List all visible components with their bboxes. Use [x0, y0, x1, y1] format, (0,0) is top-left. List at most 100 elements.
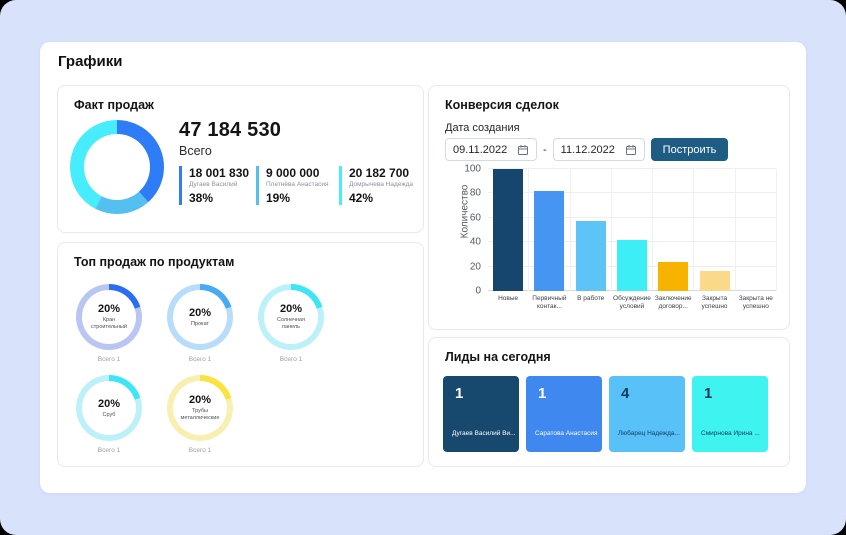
date-from-input[interactable]: 09.11.2022 — [445, 138, 537, 161]
lead-name: Любарец Надежда... — [618, 430, 680, 437]
x-tick-label: Заключение договор... — [654, 295, 692, 311]
x-tick-label: Первичный контак... — [532, 295, 567, 311]
bar-column: В работе — [569, 169, 611, 302]
bar — [493, 169, 524, 291]
y-tick-label: 0 — [475, 285, 481, 297]
bar-column: Заключение договор... — [652, 169, 693, 310]
product-donut-chart: 20% Сруб — [76, 375, 142, 441]
date-created-label: Дата создания — [445, 122, 520, 134]
leads-title: Лиды на сегодня — [445, 350, 551, 364]
panel-fact-sales: Факт продаж 47 184 530 Всего 18 001 830 … — [57, 85, 424, 233]
build-button[interactable]: Построить — [650, 138, 729, 161]
fact-total-label: Всего — [179, 144, 212, 158]
donut-hole: 20% Солнечная панель — [264, 290, 318, 344]
panel-conversion: Конверсия сделок Дата создания 09.11.202… — [428, 85, 790, 330]
stat-name: Дугаев Василий — [189, 181, 238, 188]
stat-percent: 42% — [349, 191, 374, 205]
x-tick-label: Новые — [498, 295, 519, 302]
lead-card[interactable]: 1 Саратова Анастасия... — [526, 376, 602, 452]
product-total: Всего 1 — [188, 447, 212, 454]
calendar-icon[interactable] — [625, 144, 637, 156]
y-axis-label: Количество — [459, 184, 471, 239]
y-tick-label: 40 — [469, 236, 481, 248]
product-name: Сруб — [102, 411, 116, 418]
panel-leads-today: Лиды на сегодня 1 Дугаев Василий Ви... 1… — [428, 337, 790, 467]
lead-count: 1 — [538, 385, 547, 402]
donut-hole: 20% Прокат — [173, 290, 227, 344]
donut-hole — [84, 134, 150, 200]
bar-column: Закрыта не успешно — [734, 169, 776, 310]
stat-percent: 19% — [266, 191, 291, 205]
lead-name: Саратова Анастасия... — [535, 430, 598, 437]
lead-card[interactable]: 4 Любарец Надежда... — [609, 376, 685, 452]
y-tick-label: 20 — [469, 261, 481, 273]
product-donut-grid: 20% Кран строительный Всего 1 20% Прокат… — [64, 284, 336, 454]
stat-name: Домрычева Надежда — [349, 181, 414, 188]
product-donut-cell: 20% Трубы металлические Всего 1 — [167, 375, 233, 454]
product-percent: 20% — [97, 303, 121, 316]
product-donut-chart: 20% Кран строительный — [76, 284, 142, 350]
stat-percent: 38% — [189, 191, 214, 205]
charts-page-card: Графики Факт продаж 47 184 530 Всего 18 … — [40, 42, 806, 493]
lead-count: 1 — [704, 385, 713, 402]
y-tick-label: 100 — [464, 163, 481, 175]
fact-stat: 9 000 000 Плетнёва Анастасия 19% — [256, 166, 339, 205]
bar-row: Новые Первичный контак... В работе Обсуж… — [488, 169, 776, 310]
panel-top-products: Топ продаж по продуктам 20% Кран строите… — [57, 242, 424, 467]
bar — [575, 221, 606, 291]
date-from-value: 09.11.2022 — [453, 143, 508, 156]
product-donut-chart: 20% Солнечная панель — [258, 284, 324, 350]
donut-hole: 20% Трубы металлические — [173, 381, 227, 435]
bar-column: Закрыта успешно — [693, 169, 734, 310]
calendar-icon[interactable] — [517, 144, 529, 156]
bar — [699, 271, 730, 291]
date-to-input[interactable]: 11.12.2022 — [552, 138, 645, 161]
bar — [616, 239, 647, 291]
product-donut-cell: 20% Солнечная панель Всего 1 — [258, 284, 324, 363]
product-percent: 20% — [188, 394, 212, 407]
fact-total-value: 47 184 530 — [179, 119, 282, 141]
bar-column: Обсуждение условий — [610, 169, 652, 310]
fact-stat: 18 001 830 Дугаев Василий 38% — [179, 166, 256, 205]
lead-cards-row: 1 Дугаев Василий Ви... 1 Саратова Анаста… — [443, 376, 768, 452]
stat-value: 20 182 700 — [349, 166, 410, 180]
product-donut-chart: 20% Трубы металлические — [167, 375, 233, 441]
fact-stats: 18 001 830 Дугаев Василий 38% 9 000 000 … — [179, 166, 429, 205]
x-tick-label: Закрыта не успешно — [738, 295, 773, 311]
lead-name: Смирнова Ирина ... — [701, 430, 760, 437]
product-name: Прокат — [190, 320, 210, 327]
y-tick-label: 80 — [469, 187, 481, 199]
product-percent: 20% — [188, 306, 212, 319]
lead-count: 4 — [621, 385, 630, 402]
bar-column: Первичный контак... — [528, 169, 569, 310]
product-total: Всего 1 — [97, 356, 121, 363]
fact-stat: 20 182 700 Домрычева Надежда 42% — [339, 166, 429, 205]
lead-card[interactable]: 1 Дугаев Василий Ви... — [443, 376, 519, 452]
lead-count: 1 — [455, 385, 464, 402]
product-donut-cell: 20% Прокат Всего 1 — [167, 284, 233, 363]
bar — [534, 190, 565, 291]
gridline — [488, 216, 776, 218]
y-tick-label: 60 — [469, 212, 481, 224]
stat-value: 9 000 000 — [266, 166, 320, 180]
lead-card[interactable]: 1 Смирнова Ирина ... — [692, 376, 768, 452]
x-tick-label: Обсуждение условий — [613, 295, 651, 311]
product-donut-chart: 20% Прокат — [167, 284, 233, 350]
date-range-separator: - — [543, 143, 547, 156]
product-name: Солнечная панель — [277, 317, 305, 330]
page-title: Графики — [58, 53, 123, 70]
top-products-title: Топ продаж по продуктам — [74, 255, 235, 269]
product-total: Всего 1 — [97, 447, 121, 454]
date-range-row: 09.11.2022 - 11.12.2022 Построить — [445, 138, 729, 161]
x-tick-label: Закрыта успешно — [701, 295, 728, 311]
gridline — [488, 192, 776, 194]
product-total: Всего 1 — [188, 356, 212, 363]
fact-sales-donut-chart — [70, 120, 164, 214]
lead-name: Дугаев Василий Ви... — [452, 430, 515, 437]
stat-value: 18 001 830 — [189, 166, 250, 180]
date-to-value: 11.12.2022 — [560, 143, 615, 156]
x-tick-label: В работе — [577, 295, 605, 302]
fact-sales-title: Факт продаж — [74, 98, 154, 112]
conversion-title: Конверсия сделок — [445, 98, 559, 112]
